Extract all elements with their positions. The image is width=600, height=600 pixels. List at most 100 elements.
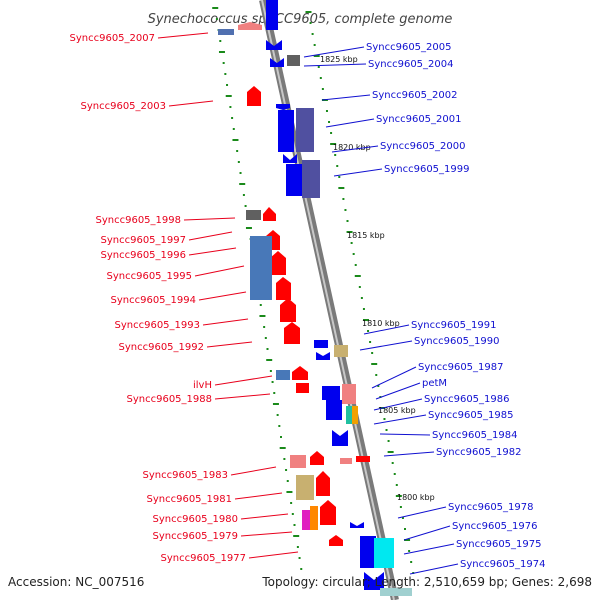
gene-label-right[interactable]: Syncc9605_1982 [436, 447, 522, 458]
gene-label-left[interactable]: Syncc9605_1979 [153, 531, 239, 542]
gene-1984[interactable] [332, 430, 348, 446]
gene-1998[interactable] [263, 207, 276, 221]
gene-1985b[interactable] [352, 406, 358, 424]
gene-1981[interactable] [296, 475, 314, 500]
gene-label-left[interactable]: Syncc9605_2003 [81, 101, 167, 112]
gene-1996[interactable] [270, 251, 286, 275]
gene-label-left[interactable]: Syncc9605_2007 [70, 33, 156, 44]
reverse-genes [266, 0, 412, 596]
gene-1988[interactable] [296, 383, 309, 393]
topology-text: Topology: circular; Length: 2,510,659 bp… [261, 575, 592, 589]
leader-line [321, 94, 371, 101]
gene-label-right[interactable]: Syncc9605_1986 [424, 394, 510, 405]
gene-label-left[interactable]: Syncc9605_1994 [111, 295, 197, 306]
gene-label-left[interactable]: Syncc9605_1997 [101, 235, 187, 246]
kbp-marker-1805: 1805 kbp [378, 406, 416, 415]
gene-label-right[interactable]: Syncc9605_1976 [452, 521, 538, 532]
gene-2001[interactable] [278, 110, 294, 152]
gene-1980[interactable] [302, 510, 310, 530]
gene-2001b[interactable] [296, 108, 314, 152]
gene-1991b[interactable] [316, 352, 330, 360]
gene-1979[interactable] [310, 506, 318, 530]
gene-1999b[interactable] [302, 160, 320, 198]
gene-1981b[interactable] [316, 471, 330, 496]
gene-2000[interactable] [283, 154, 297, 163]
gene-1974[interactable] [364, 572, 384, 590]
map-title: Synechococcus sp. CC9605, complete genom… [148, 12, 453, 27]
gene-label-right[interactable]: Syncc9605_2001 [376, 114, 462, 125]
gene-label-left[interactable]: Syncc9605_1993 [115, 320, 201, 331]
gene-1982b[interactable] [356, 456, 370, 462]
gene-1973[interactable] [380, 588, 412, 596]
gene-label-right[interactable]: Syncc9605_1991 [411, 320, 497, 331]
leader-line [373, 398, 423, 411]
gene-label-left[interactable]: ilvH [193, 380, 212, 391]
gene-1994[interactable] [276, 277, 291, 300]
leader-line [363, 324, 410, 335]
leader-line [325, 118, 375, 128]
gene-1979b[interactable] [320, 500, 336, 525]
gene-label-right[interactable]: Syncc9605_1987 [418, 362, 504, 373]
gene-1993[interactable] [280, 298, 296, 322]
gene-1978[interactable] [350, 522, 364, 528]
leader-line [188, 231, 233, 241]
gene-label-right[interactable]: Syncc9605_1985 [428, 410, 514, 421]
gene-1986[interactable] [326, 400, 342, 420]
gene-label-right[interactable]: Syncc9605_2000 [380, 141, 466, 152]
gene-2004[interactable] [287, 55, 300, 66]
gene-1991[interactable] [314, 340, 328, 348]
gene-label-right[interactable]: petM [422, 378, 447, 389]
gene-1983[interactable] [290, 455, 306, 468]
gene-label-right[interactable]: Syncc9605_1999 [384, 164, 470, 175]
gene-label-right[interactable]: Syncc9605_1978 [448, 502, 534, 513]
gene-2007[interactable] [238, 22, 262, 30]
leader-line [188, 247, 237, 256]
gene-2005[interactable] [266, 0, 278, 30]
gene-1985[interactable] [346, 406, 352, 424]
gene-label-right[interactable]: Syncc9605_1974 [460, 559, 546, 570]
gene-2004b[interactable] [270, 58, 284, 67]
gene-2002[interactable] [276, 104, 290, 110]
gene-label-right[interactable]: Syncc9605_2005 [366, 42, 452, 53]
gene-petM[interactable] [342, 384, 356, 404]
gene-1975[interactable] [374, 538, 394, 568]
gene-label-left[interactable]: Syncc9605_1980 [153, 514, 239, 525]
gene-1983b[interactable] [310, 451, 324, 465]
gene-1987[interactable] [322, 386, 340, 400]
gene-2003[interactable] [247, 86, 261, 106]
leader-line [194, 265, 245, 277]
leader-line [183, 217, 236, 221]
left-gene-labels: Syncc9605_2007 Syncc9605_2003 Syncc9605_19… [70, 32, 299, 564]
gene-label-left[interactable]: Syncc9605_1988 [127, 394, 213, 405]
gene-label-right[interactable]: Syncc9605_1975 [456, 539, 542, 550]
leader-line [248, 551, 299, 559]
gene-1992[interactable] [284, 322, 300, 344]
gene-label-right[interactable]: Syncc9605_1984 [432, 430, 518, 441]
gene-1989[interactable] [292, 366, 308, 380]
gene-1976[interactable] [360, 536, 376, 568]
gene-ilvH[interactable] [276, 370, 290, 380]
gene-label-left[interactable]: Syncc9605_1983 [143, 470, 229, 481]
gene-label-right[interactable]: Syncc9605_2004 [368, 59, 454, 70]
gene-label-left[interactable]: Syncc9605_1981 [147, 494, 233, 505]
kbp-marker-1800: 1800 kbp [397, 493, 435, 502]
gene-label-left[interactable]: Syncc9605_1977 [161, 553, 247, 564]
leader-line [379, 433, 431, 436]
gene-1982[interactable] [340, 458, 352, 464]
gene-label-right[interactable]: Syncc9605_2002 [372, 90, 458, 101]
gene-label-left[interactable]: Syncc9605_1995 [107, 271, 193, 282]
leader-line [331, 145, 379, 153]
gene-1999[interactable] [286, 164, 302, 196]
gene-label-left[interactable]: Syncc9605_1996 [101, 250, 187, 261]
gene-2005b[interactable] [266, 40, 282, 50]
gene-label-right[interactable]: Syncc9605_1990 [414, 336, 500, 347]
gene-label-left[interactable]: Syncc9605_1998 [96, 215, 182, 226]
gene-1998b[interactable] [246, 210, 261, 220]
gene-2006[interactable] [218, 29, 234, 35]
gene-label-left[interactable]: Syncc9605_1992 [119, 342, 205, 353]
gene-1995[interactable] [250, 236, 272, 300]
gene-1990[interactable] [334, 345, 348, 357]
leader-line [240, 531, 293, 537]
gene-1977[interactable] [329, 535, 343, 546]
